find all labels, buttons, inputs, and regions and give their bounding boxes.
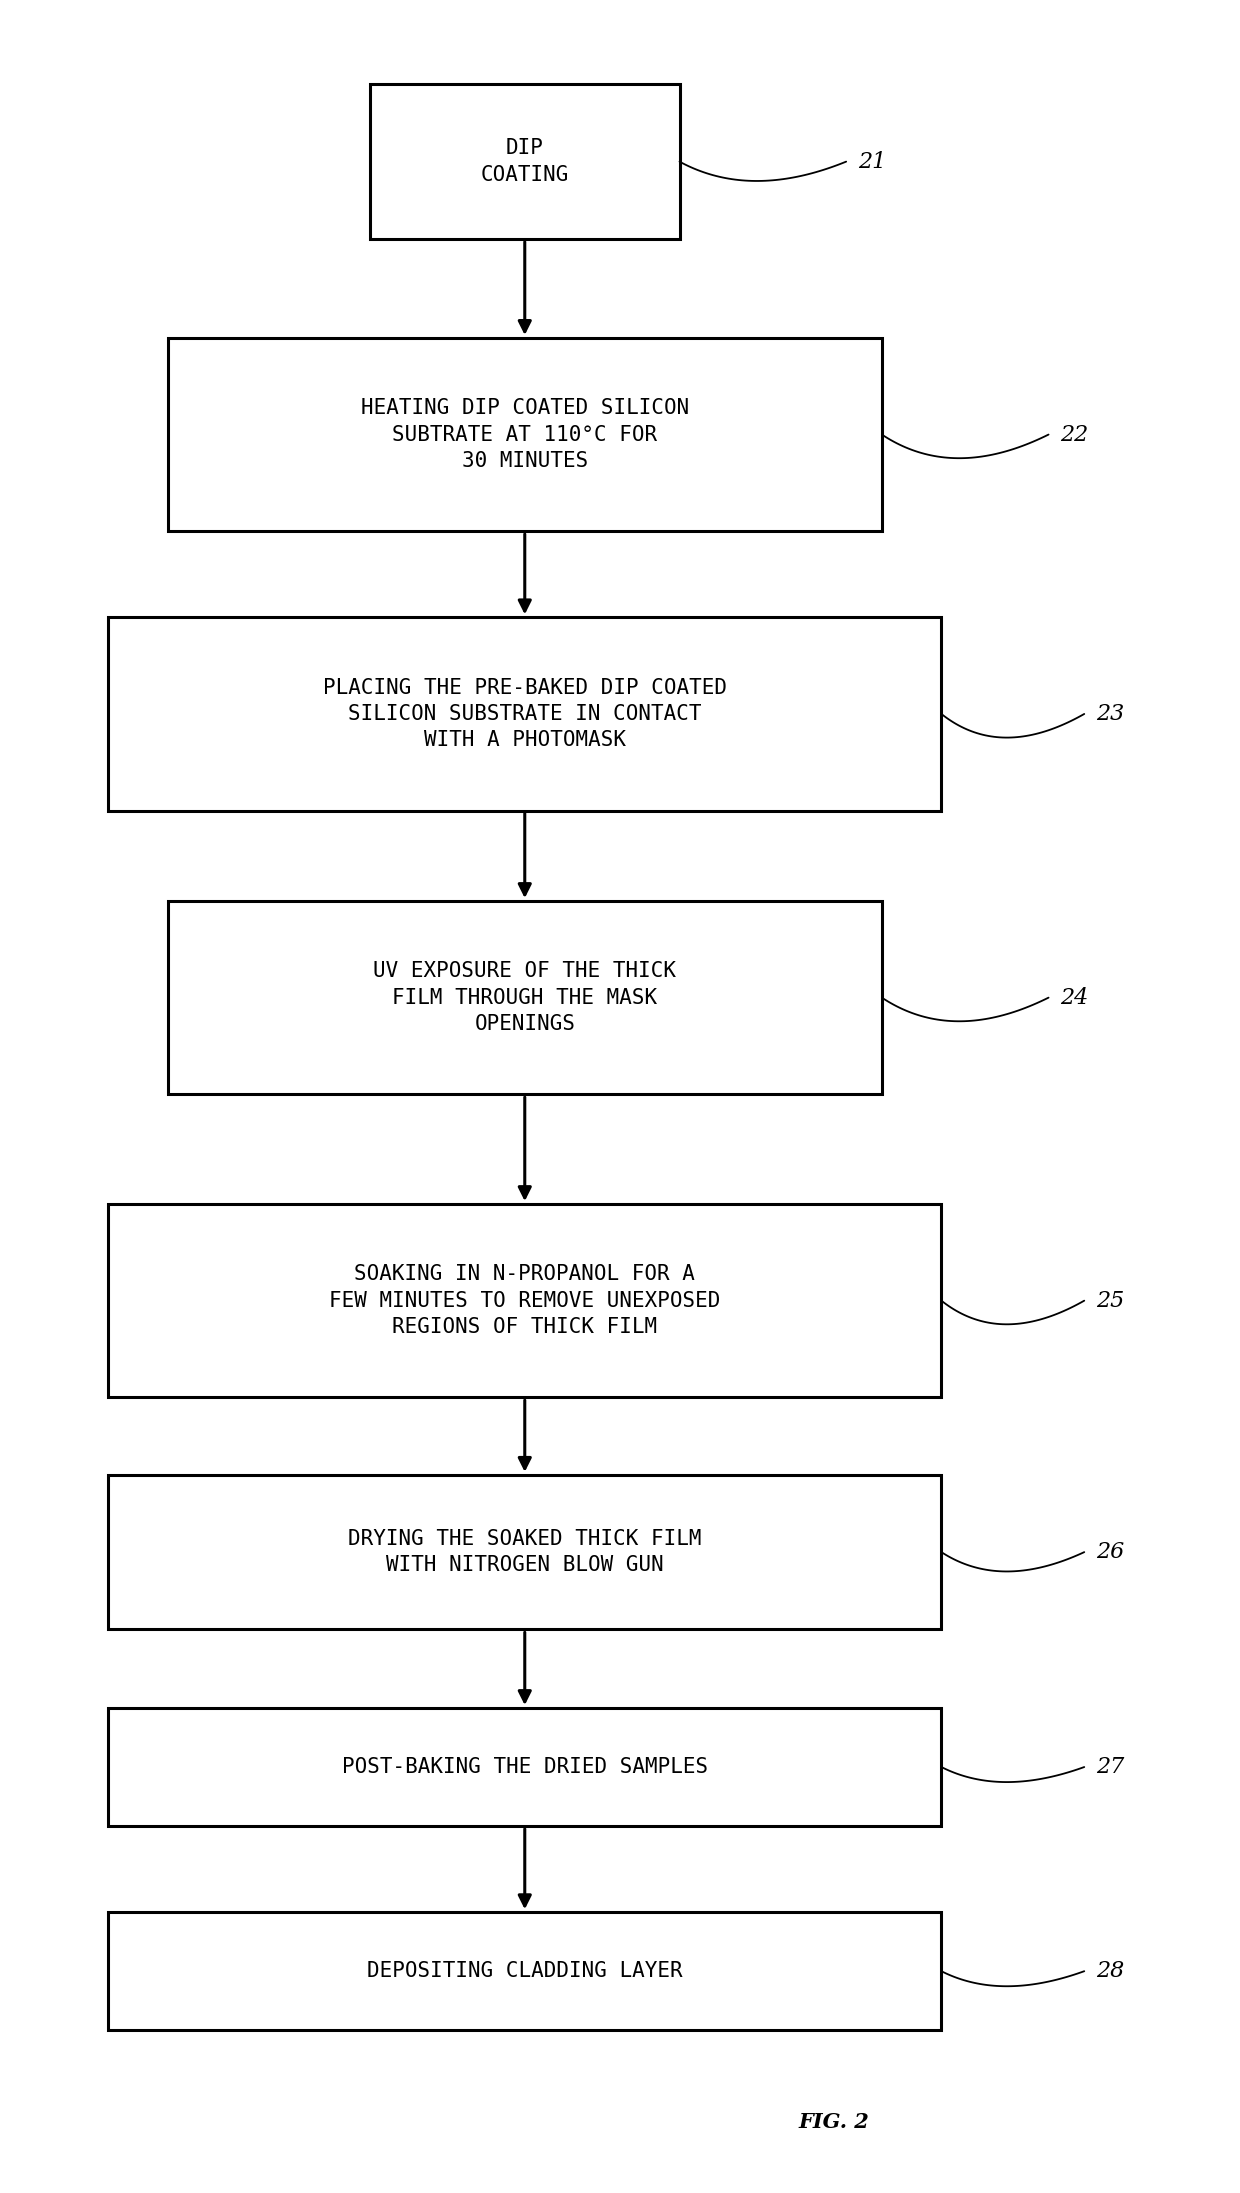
Text: 26: 26 bbox=[1096, 1542, 1125, 1564]
Bar bbox=[370, 83, 680, 239]
Text: HEATING DIP COATED SILICON
SUBTRATE AT 110°C FOR
30 MINUTES: HEATING DIP COATED SILICON SUBTRATE AT 1… bbox=[361, 399, 689, 471]
Bar bbox=[167, 901, 882, 1094]
Bar bbox=[108, 1204, 941, 1397]
Text: SOAKING IN N-PROPANOL FOR A
FEW MINUTES TO REMOVE UNEXPOSED
REGIONS OF THICK FIL: SOAKING IN N-PROPANOL FOR A FEW MINUTES … bbox=[329, 1265, 720, 1338]
Text: 25: 25 bbox=[1096, 1289, 1125, 1311]
Text: 21: 21 bbox=[858, 151, 887, 173]
Text: 28: 28 bbox=[1096, 1961, 1125, 1982]
Text: FIG. 2: FIG. 2 bbox=[799, 2112, 869, 2132]
Text: DEPOSITING CLADDING LAYER: DEPOSITING CLADDING LAYER bbox=[367, 1961, 682, 1980]
Bar bbox=[108, 1912, 941, 2031]
Bar bbox=[108, 1708, 941, 1827]
Text: 27: 27 bbox=[1096, 1757, 1125, 1779]
Text: DRYING THE SOAKED THICK FILM
WITH NITROGEN BLOW GUN: DRYING THE SOAKED THICK FILM WITH NITROG… bbox=[348, 1529, 702, 1575]
Text: POST-BAKING THE DRIED SAMPLES: POST-BAKING THE DRIED SAMPLES bbox=[342, 1757, 708, 1776]
Text: 22: 22 bbox=[1060, 423, 1089, 445]
Bar bbox=[167, 338, 882, 531]
Bar bbox=[108, 1474, 941, 1629]
Text: 23: 23 bbox=[1096, 704, 1125, 726]
Text: PLACING THE PRE-BAKED DIP COATED
SILICON SUBSTRATE IN CONTACT
WITH A PHOTOMASK: PLACING THE PRE-BAKED DIP COATED SILICON… bbox=[322, 678, 727, 750]
Text: UV EXPOSURE OF THE THICK
FILM THROUGH THE MASK
OPENINGS: UV EXPOSURE OF THE THICK FILM THROUGH TH… bbox=[373, 961, 676, 1035]
Text: DIP
COATING: DIP COATING bbox=[481, 138, 569, 184]
Text: 24: 24 bbox=[1060, 987, 1089, 1009]
Bar bbox=[108, 616, 941, 811]
